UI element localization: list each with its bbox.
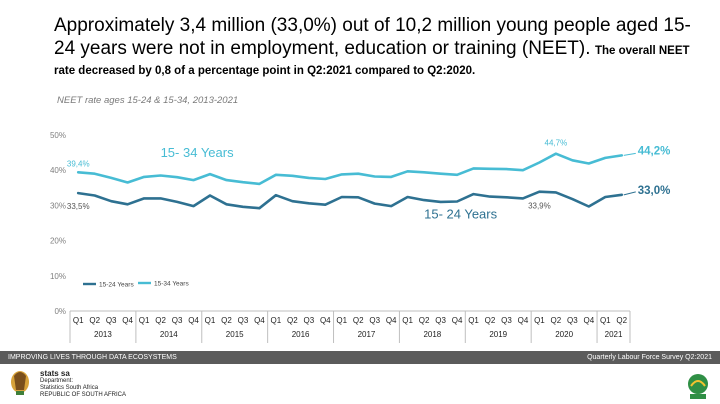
x-tick-label: Q1 (336, 316, 347, 325)
legend-label-15-24: 15-24 Years (99, 282, 134, 289)
x-tick-label: Q4 (452, 316, 463, 325)
x-tick-label: Q4 (518, 316, 529, 325)
y-tick-label: 0% (54, 307, 66, 316)
x-tick-label: Q2 (155, 316, 166, 325)
year-label: 2017 (358, 330, 376, 339)
series-line-15-24 (76, 190, 624, 210)
year-label: 2013 (94, 330, 112, 339)
x-tick-label: Q1 (534, 316, 545, 325)
x-tick-label: Q1 (271, 316, 282, 325)
leader-s2-last (623, 152, 636, 156)
y-tick-label: 30% (50, 201, 66, 210)
x-tick-label: Q4 (254, 316, 265, 325)
year-label: 2015 (226, 330, 244, 339)
inline-label-15-24: 15- 24 Years (424, 206, 498, 221)
data-annotations: 33,5% 39,4% 33,9% 44,7% 44,2% 33,0% 15- 34 Yea… (67, 139, 670, 222)
coat-of-arms-icon (11, 371, 29, 395)
series-lines (76, 152, 624, 210)
x-tick-label: Q1 (205, 316, 216, 325)
logo-name: stats sa (40, 369, 70, 378)
year-label: 2020 (555, 330, 573, 339)
x-tick-label: Q2 (89, 316, 100, 325)
headline: Approximately 3,4 million (33,0%) out of… (54, 15, 691, 60)
y-tick-label: 10% (50, 272, 66, 281)
neet-line-chart: 0% 10% 20% 30% 40% 50% Q1 Q2 Q3 Q4 Q1 Q2 Q3 Q4 Q1 Q2 Q3… (50, 131, 670, 343)
footer-bar: IMPROVING LIVES THROUGH DATA ECOSYSTEMS … (0, 351, 720, 364)
x-tick-label: Q4 (188, 316, 199, 325)
x-tick-label: Q1 (139, 316, 150, 325)
x-tick-label: Q1 (402, 316, 413, 325)
x-tick-label: Q1 (468, 316, 479, 325)
y-tick-label: 20% (50, 237, 66, 246)
data-label-s1-peak: 33,9% (528, 202, 551, 211)
x-tick-label: Q3 (106, 316, 117, 325)
data-label-s1-first: 33,5% (67, 202, 90, 211)
x-tick-label: Q2 (221, 316, 232, 325)
legend: 15-24 Years 15-34 Years (83, 281, 189, 289)
x-tick-label: Q2 (353, 316, 364, 325)
year-label: 2018 (423, 330, 441, 339)
x-tick-label: Q4 (320, 316, 331, 325)
x-tick-label: Q2 (419, 316, 430, 325)
x-tick-label: Q1 (73, 316, 84, 325)
x-tick-label: Q3 (435, 316, 446, 325)
subheadline: The overall NEET rate decreased by 0,8 o… (54, 45, 690, 78)
series-line-15-34 (76, 152, 624, 186)
logo-line1: Department: (40, 378, 74, 385)
footer-source: Quarterly Labour Force Survey Q2:2021 (587, 354, 712, 361)
x-tick-label: Q2 (287, 316, 298, 325)
x-tick-label: Q2 (485, 316, 496, 325)
y-tick-label: 50% (50, 131, 66, 140)
year-label: 2019 (489, 330, 507, 339)
headline-block: Approximately 3,4 million (33,0%) out of… (54, 14, 694, 80)
leader-s1-last (623, 191, 636, 196)
data-label-s1-last: 33,0% (638, 185, 671, 197)
x-tick-label: Q1 (600, 316, 611, 325)
data-label-s2-first: 39,4% (67, 159, 90, 168)
chart-subtitle: NEET rate ages 15-24 & 15-34, 2013-2021 (57, 95, 239, 106)
year-label: 2016 (292, 330, 310, 339)
x-tick-label: Q4 (122, 316, 133, 325)
year-label: 2014 (160, 330, 178, 339)
stats-sa-logo: stats sa Department: Statistics South Af… (40, 369, 126, 399)
x-tick-label: Q4 (583, 316, 594, 325)
x-tick-label: Q3 (567, 316, 578, 325)
inline-label-15-34: 15- 34 Years (161, 145, 235, 160)
year-label: 2021 (605, 330, 623, 339)
x-tick-label: Q3 (238, 316, 249, 325)
data-label-s2-peak: 44,7% (545, 139, 568, 148)
logo-line2: Statistics South Africa (40, 385, 99, 392)
x-tick-label: Q2 (616, 316, 627, 325)
y-tick-label: 40% (50, 166, 66, 175)
logo-line3: REPUBLIC OF SOUTH AFRICA (40, 391, 127, 398)
x-tick-label: Q3 (303, 316, 314, 325)
x-tick-label: Q4 (386, 316, 397, 325)
legend-label-15-34: 15-34 Years (154, 281, 189, 288)
x-tick-label: Q2 (551, 316, 562, 325)
x-axis: Q1 Q2 Q3 Q4 Q1 Q2 Q3 Q4 Q1 Q2 Q3 Q4 Q1 Q2 Q3 Q4 Q1 Q2 Q3 Q4… (69, 310, 631, 343)
footer-tagline: IMPROVING LIVES THROUGH DATA ECOSYSTEMS (8, 354, 177, 361)
x-tick-label: Q3 (369, 316, 380, 325)
ndp-logo-icon (688, 374, 708, 399)
data-label-s2-last: 44,2% (638, 145, 671, 157)
x-tick-label: Q3 (501, 316, 512, 325)
y-axis: 0% 10% 20% 30% 40% 50% (50, 131, 66, 316)
x-tick-label: Q3 (172, 316, 183, 325)
